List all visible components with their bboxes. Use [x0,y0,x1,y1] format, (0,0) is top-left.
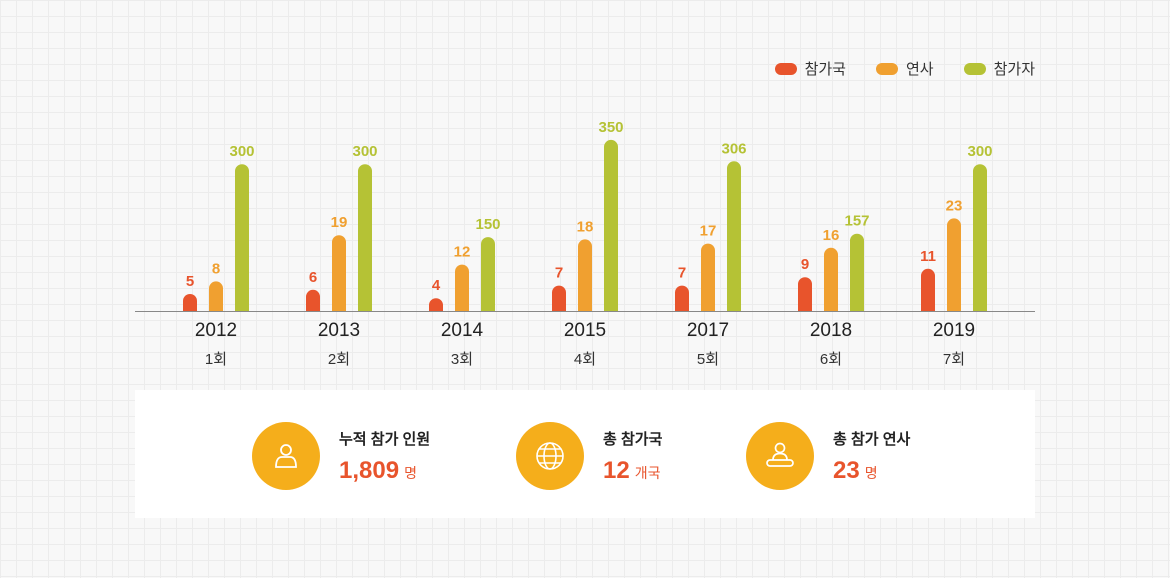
x-tick-year: 2014 [440,320,484,341]
x-tick-round: 1회 [204,351,228,368]
data-label: 23 [946,197,963,214]
data-label: 5 [186,273,194,290]
data-label: 8 [212,260,220,277]
x-tick-label-2015: 2015 4회 [535,320,635,369]
legend-label-countries: 참가국 [804,61,846,78]
data-label: 7 [555,265,563,282]
x-tick-label-2019: 2019 7회 [904,320,1004,369]
bar-2015-1 [578,239,592,311]
legend-item-participants: 참가자 [963,58,1035,79]
x-tick-year: 2012 [194,320,238,341]
stat-unit: 명 [404,464,417,481]
speaker-icon [746,422,814,490]
legend-label-speakers: 연사 [905,61,934,78]
data-label: 150 [475,216,500,233]
x-tick-round: 7회 [942,351,966,368]
chart-legend: 참가국 연사 참가자 [774,58,1035,79]
bar-2012-1 [209,281,223,311]
legend-swatch-countries [774,62,797,75]
legend-item-speakers: 연사 [875,58,934,79]
stat-value: 1,809 [339,456,400,484]
bar-2013-0 [306,289,320,311]
data-label: 12 [454,244,471,261]
x-tick-round: 4회 [573,351,597,368]
bar-2012-0 [183,294,197,311]
x-tick-label-2012: 2012 1회 [166,320,266,369]
x-tick-year: 2013 [317,320,361,341]
legend-swatch-speakers [875,62,898,75]
x-tick-label-2018: 2018 6회 [781,320,881,369]
bar-2019-1 [947,218,961,311]
data-label: 16 [823,227,840,244]
x-tick-year: 2015 [563,320,607,341]
x-tick-year: 2018 [809,320,853,341]
bar-2018-2 [850,233,864,311]
data-label: 350 [598,119,623,136]
bar-2015-2 [604,139,618,311]
bar-2013-2 [358,164,372,311]
x-tick-round: 2회 [327,351,351,368]
stat-unit: 개국 [634,464,661,481]
bar-2015-0 [552,285,566,311]
x-tick-year: 2017 [686,320,730,341]
legend-label-participants: 참가자 [993,61,1035,78]
data-label: 11 [920,248,936,265]
bar-2017-0 [675,285,689,311]
data-label: 300 [352,143,377,160]
bar-2014-0 [429,298,443,311]
x-tick-round: 5회 [696,351,720,368]
stat-unit: 명 [864,464,878,481]
x-tick-label-2013: 2013 2회 [289,320,389,369]
data-label: 7 [678,265,686,282]
bar-2014-2 [481,237,495,311]
data-label: 4 [432,277,441,294]
stats-panel: 누적 참가 인원 1,809 명 총 참가국 12 개국 [135,390,1035,518]
legend-item-countries: 참가국 [774,58,846,79]
stat-title: 누적 참가 인원 [339,430,431,448]
bar-2019-0 [921,268,935,311]
bar-2013-1 [332,235,346,311]
data-label: 300 [229,143,254,160]
data-label: 9 [801,256,809,273]
x-tick-label-2014: 2014 3회 [412,320,512,369]
bar-2014-1 [455,264,469,311]
bar-2018-1 [824,247,839,311]
stat-value: 23 [833,456,860,484]
stat-total-speakers: 총 참가 연사 23 명 [746,422,910,490]
data-label: 300 [967,143,992,160]
x-tick-label-2017: 2017 5회 [658,320,758,369]
data-label: 19 [331,214,348,231]
stat-value: 12 [603,456,630,484]
x-tick-round: 6회 [819,351,843,368]
data-label: 306 [721,140,746,157]
stat-title: 총 참가 연사 [833,430,911,448]
stat-total-countries: 총 참가국 12 개국 [516,422,662,490]
globe-icon [516,422,584,490]
bar-2019-2 [973,164,987,311]
data-label: 18 [577,218,594,235]
data-label: 157 [844,213,869,230]
data-label: 17 [700,223,717,240]
x-tick-year: 2019 [932,320,976,341]
x-tick-round: 3회 [450,351,474,368]
bar-2017-2 [727,161,741,311]
person-icon [252,422,320,490]
bar-2012-2 [235,164,249,311]
legend-swatch-participants [963,62,986,75]
stat-total-participants: 누적 참가 인원 1,809 명 [252,422,430,490]
stat-title: 총 참가국 [603,430,663,448]
bar-2017-1 [701,243,715,311]
bar-2018-0 [798,277,812,311]
data-label: 6 [309,269,317,286]
